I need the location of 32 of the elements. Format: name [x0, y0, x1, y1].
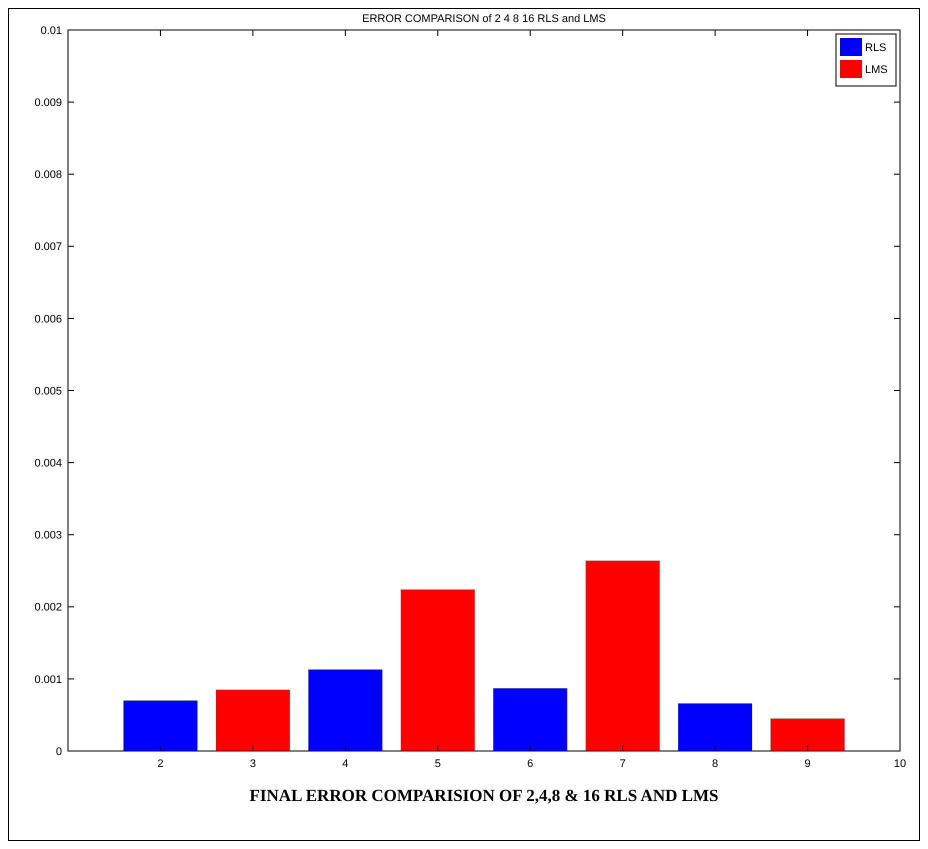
x-tick-label: 7 [620, 758, 626, 770]
y-tick-label: 0.002 [34, 602, 62, 614]
x-tick-label: 9 [804, 758, 811, 770]
y-tick-label: 0.009 [34, 96, 62, 109]
x-tick-label: 10 [894, 758, 906, 770]
bar [216, 690, 290, 751]
bar [400, 589, 475, 751]
y-tick-label: 0.005 [34, 385, 62, 398]
bar [493, 688, 568, 751]
bar [586, 560, 660, 751]
y-tick-label: 0.003 [34, 530, 62, 542]
legend-label: RLS [865, 42, 886, 54]
bar [308, 670, 382, 751]
bar [678, 703, 752, 751]
y-tick-label: 0.004 [34, 457, 62, 470]
y-tick-label: 0.01 [40, 24, 62, 37]
x-tick-label: 8 [712, 758, 718, 770]
y-tick-label: 0.007 [34, 241, 62, 254]
y-tick-label: 0.006 [34, 313, 62, 326]
x-tick-label: 2 [157, 758, 164, 770]
x-tick-label: 3 [250, 758, 256, 770]
text: FINAL ERROR COMPARISION OF 2,4,8 & 16 RLS AND LMS [250, 786, 718, 805]
bar [770, 718, 845, 751]
y-tick-label: 0 [56, 746, 62, 758]
bar [123, 700, 198, 751]
y-tick-label: 0.001 [34, 674, 62, 686]
x-tick-label: 5 [434, 758, 441, 770]
y-tick-label: 0.008 [34, 169, 62, 182]
chart-title: ERROR COMPARISON of 2 4 8 16 RLS and LMS [362, 13, 606, 25]
x-tick-label: 6 [527, 758, 534, 770]
x-tick-label: 4 [342, 758, 348, 770]
legend-label: LMS [865, 64, 888, 76]
